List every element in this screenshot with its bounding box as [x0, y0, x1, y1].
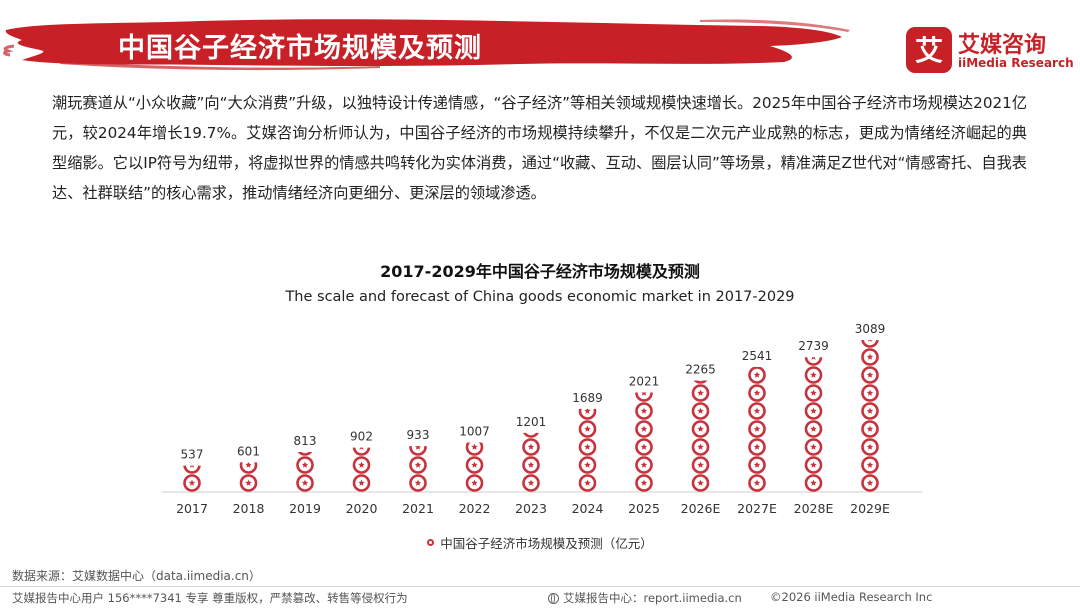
data-source: 数据来源：艾媒数据中心（data.iimedia.cn）	[12, 569, 261, 583]
bar-2025	[635, 392, 653, 492]
x-tick-label-2026E: 2026E	[681, 501, 721, 516]
bar-2021	[409, 446, 427, 492]
bar-2029E	[861, 340, 879, 492]
chart-legend: 中国谷子经济市场规模及预测（亿元）	[0, 533, 1080, 552]
footer-copyright-notice: 艾媒报告中心用户 156****7341 专享 尊重版权，严禁篡改、转售等侵权行…	[12, 591, 408, 605]
chart-subtitle: The scale and forecast of China goods ec…	[285, 289, 795, 305]
x-tick-label-2019: 2019	[289, 501, 321, 516]
data-label-2024: 1689	[572, 391, 603, 405]
footer-company: ©2026 iiMedia Research Inc	[770, 590, 933, 604]
bar-2024	[578, 408, 597, 492]
x-tick-label-2021: 2021	[402, 501, 434, 516]
x-tick-label-2022: 2022	[459, 501, 491, 516]
iimedia-logo: 艾 艾媒咨询 iiMedia Research	[906, 27, 1074, 73]
header-brush-banner	[3, 19, 850, 71]
bar-2018	[239, 462, 258, 492]
globe-icon	[548, 592, 559, 604]
data-label-2028E: 2739	[798, 339, 829, 353]
x-tick-label-2020: 2020	[346, 501, 378, 516]
market-size-chart: 537 2017 601 2018 813 2019 902 2020 933 2021 1007 2…	[162, 322, 922, 516]
data-label-2025: 2021	[629, 375, 660, 389]
page-title: 中国谷子经济市场规模及预测	[118, 33, 482, 64]
x-tick-label-2027E: 2027E	[737, 501, 777, 516]
x-tick-label-2029E: 2029E	[850, 501, 890, 516]
bar-2023	[522, 432, 540, 492]
bar-2019	[296, 451, 314, 492]
intro-paragraph: 潮玩赛道从“小众收藏”向“大众消费”升级，以独特设计传递情感，“谷子经济”等相关…	[52, 94, 1028, 202]
data-label-2026E: 2265	[685, 363, 716, 377]
x-tick-label-2024: 2024	[572, 501, 604, 516]
x-tick-label-2025: 2025	[628, 501, 660, 516]
data-label-2027E: 2541	[742, 349, 773, 363]
footer-report-link[interactable]: 艾媒报告中心：report.iimedia.cn	[563, 591, 742, 605]
footer-report-center: 艾媒报告中心：report.iimedia.cn	[548, 590, 742, 606]
bar-2028E	[804, 357, 823, 492]
bar-2017	[183, 465, 201, 492]
iimedia-logo-icon: 艾	[906, 27, 952, 73]
data-label-2022: 1007	[459, 424, 490, 438]
chart-title: 2017-2029年中国谷子经济市场规模及预测	[380, 262, 700, 281]
data-label-2017: 537	[181, 448, 204, 462]
data-label-2020: 902	[350, 430, 373, 444]
footer-divider	[0, 586, 1080, 587]
logo-name-cn: 艾媒咨询	[958, 33, 1047, 58]
data-label-2018: 601	[237, 444, 260, 458]
legend-label: 中国谷子经济市场规模及预测（亿元）	[440, 536, 653, 551]
bar-2022	[465, 442, 484, 492]
logo-name-en: iiMedia Research	[958, 56, 1074, 70]
x-tick-label-2023: 2023	[515, 501, 547, 516]
bar-2020	[352, 447, 371, 492]
data-label-2019: 813	[294, 434, 317, 448]
data-label-2021: 933	[407, 428, 430, 442]
bar-2027E	[748, 366, 766, 492]
x-tick-label-2028E: 2028E	[794, 501, 834, 516]
bar-2026E	[691, 380, 710, 492]
x-tick-label-2017: 2017	[176, 501, 208, 516]
data-label-2029E: 3089	[855, 322, 886, 336]
logo-mark-char: 艾	[915, 34, 943, 67]
data-label-2023: 1201	[516, 415, 547, 429]
legend-marker-icon	[427, 539, 435, 546]
x-tick-label-2018: 2018	[233, 501, 265, 516]
